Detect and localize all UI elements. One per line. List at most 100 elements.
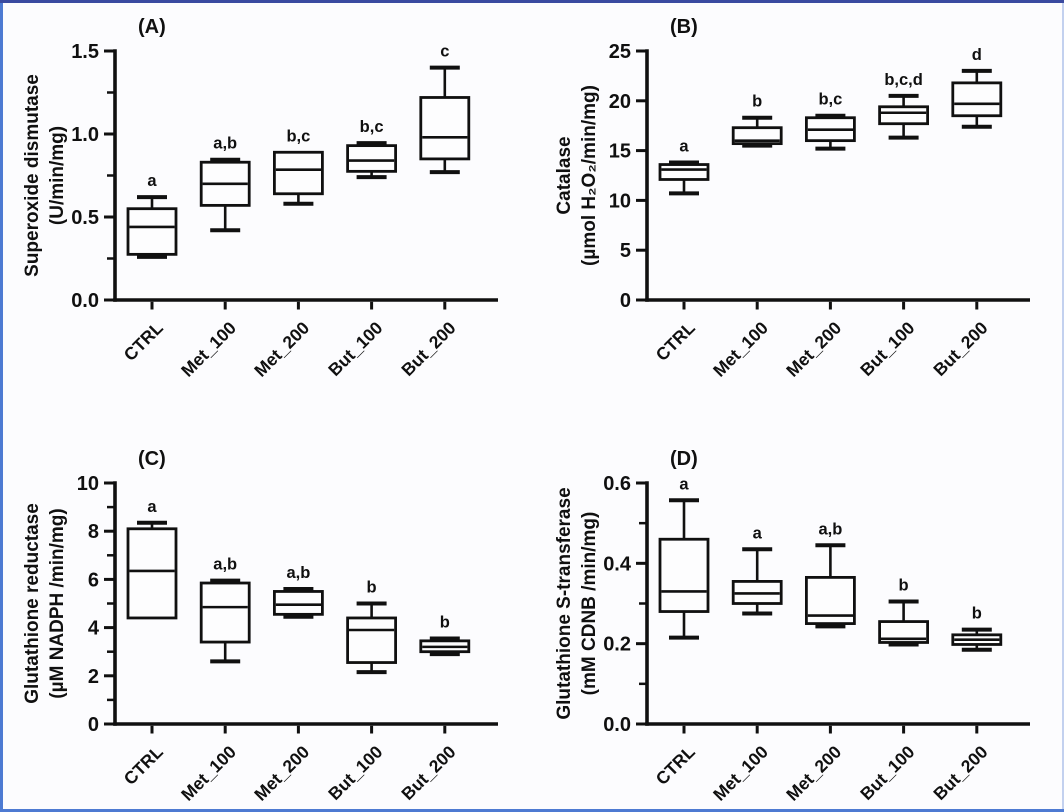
significance-letter: b [440,613,450,631]
x-tick-label: CTRL [120,317,167,364]
boxplot-Met_200: a,b [272,564,324,619]
y-axis-title: Catalase [554,136,575,214]
y-axis-units: (U/min/mg) [47,126,68,225]
panel-C-chart: (C) Glutathione reductase (µM NADPH /min/m… [22,448,498,805]
panel-B-chart: (B) Catalase (µmol H₂O₂/min/mg) 0 5 10 15 20 25 C… [554,16,1030,381]
box [126,207,178,256]
panel-letter: (C) [138,448,166,470]
x-tick-label: But_200 [929,318,991,380]
boxplot-Met_100: a [731,524,783,616]
significance-letter: b [752,93,762,111]
boxplot-But_100: b [878,576,930,647]
x-tick-label: But_100 [324,318,386,380]
box [126,527,178,620]
significance-letter: a [753,524,763,542]
panel-C: (C) Glutathione reductase (µM NADPH /min/m… [0,406,532,812]
panel-A-chart: (A) Superoxide dismutase (U/min/mg) 0.0 0.5 1… [22,16,498,381]
y-tick-label: 10 [77,473,99,495]
box [346,144,398,173]
y-tick-label: 0 [620,290,631,312]
x-tick-label: Met_100 [709,742,772,805]
significance-letter: d [972,46,982,64]
x-tick-label: CTRL [652,741,699,788]
y-tick-label: 20 [609,91,631,113]
x-tick-label: But_200 [929,742,991,804]
y-tick-label: 10 [609,190,631,212]
y-tick-label: 0.0 [603,714,631,736]
y-axis-title: Glutathione S-transferase [554,487,575,719]
y-axis: 0.0 0.2 0.4 0.6 [603,473,649,736]
boxplot-Met_200: b,c [272,127,324,206]
x-tick-label: Met_100 [177,742,240,805]
significance-letter: b,c [818,91,842,109]
box [878,105,930,126]
panel-D: (D) Glutathione S-transferase (mM CDNB /mi… [532,406,1064,812]
boxplot-But_200: c [419,43,471,175]
significance-letter: a,b [286,564,310,582]
significance-letter: b [972,605,982,623]
significance-letter: a,b [818,520,842,538]
y-tick-label: 6 [88,569,99,591]
y-tick-label: 0.4 [603,553,632,575]
x-axis: CTRL Met_100 Met_200 But_100 But_200 [113,298,498,381]
y-tick-label: 25 [609,41,631,63]
panel-B: (B) Catalase (µmol H₂O₂/min/mg) 0 5 10 15 20 25 C… [532,0,1064,406]
box [272,150,324,196]
panel-letter: (D) [670,448,698,470]
box [951,81,1003,118]
x-tick-label: But_200 [397,742,459,804]
boxplot-CTRL: a [126,172,178,259]
x-tick-label: Met_200 [782,318,845,381]
y-axis: 0 2 4 6 8 10 [77,473,117,736]
boxplot-Met_100: b [731,93,783,148]
x-tick-label: Met_100 [177,318,240,381]
y-tick-label: 0.6 [603,473,631,495]
y-tick-label: 15 [609,141,631,163]
y-axis: 0 5 10 15 20 25 [609,41,649,312]
boxplot-But_200: b [419,613,471,657]
y-axis-title: Superoxide dismutase [22,74,43,277]
box [658,537,710,613]
significance-letter: a [147,172,157,190]
y-axis: 0.0 0.5 1.0 1.5 [71,41,117,312]
box [878,620,930,644]
boxplot-CTRL: a [126,498,178,620]
boxplot-But_200: b [951,605,1003,652]
y-tick-label: 4 [88,618,100,640]
significance-letter: b,c [360,118,384,136]
y-axis-units: (µM NADPH /min/mg) [47,508,68,698]
significance-letter: b [367,579,377,597]
significance-letter: c [440,43,449,61]
x-tick-label: CTRL [120,741,167,788]
y-axis-units: (µmol H₂O₂/min/mg) [579,85,600,266]
significance-letter: a,b [213,135,237,153]
y-tick-label: 0.5 [71,207,99,229]
significance-letter: a [147,498,157,516]
x-tick-label: Met_200 [250,742,313,805]
y-tick-label: 2 [88,666,99,688]
boxplot-Met_200: a,b [804,520,856,629]
y-tick-label: 0.2 [603,634,631,656]
x-axis: CTRL Met_100 Met_200 But_100 But_200 [645,722,1030,805]
y-tick-label: 0.0 [71,290,99,312]
y-axis-units: (mM CDNB /min/mg) [579,512,600,696]
panel-letter: (B) [670,16,698,38]
x-tick-label: CTRL [652,317,699,364]
y-tick-label: 5 [620,240,631,262]
x-tick-label: Met_200 [782,742,845,805]
x-tick-label: But_100 [324,742,386,804]
boxplot-CTRL: a [658,138,710,196]
y-tick-label: 8 [88,521,99,543]
box [199,581,251,644]
boxplot-But_100: b [346,579,398,675]
boxplot-But_100: b,c [346,118,398,180]
y-tick-label: 0 [88,714,99,736]
x-tick-label: Met_200 [250,318,313,381]
y-axis-title: Glutathione reductase [22,503,43,704]
boxplot-Met_200: b,c [804,91,856,151]
y-tick-label: 1.0 [71,124,99,146]
boxplot-Met_100: a,b [199,556,251,664]
boxplot-But_200: d [951,46,1003,129]
